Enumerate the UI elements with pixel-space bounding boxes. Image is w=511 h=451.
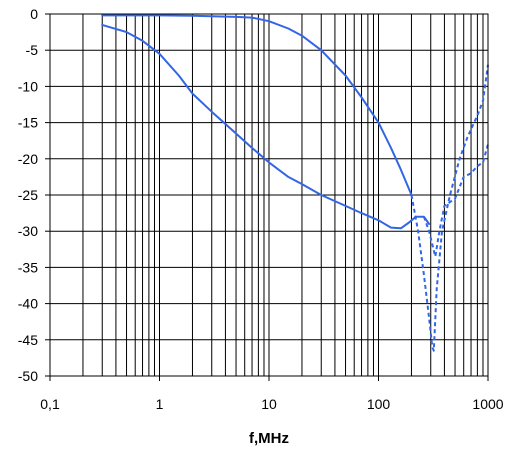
series-line-4-dashed	[422, 144, 489, 258]
y-tick-label: -10	[18, 78, 38, 94]
series-line-3-solid	[101, 23, 431, 230]
y-tick-label: -15	[18, 115, 38, 131]
x-tick-label: 100	[367, 396, 391, 412]
y-tick-label: -40	[18, 296, 38, 312]
x-tick-label: 1000	[472, 396, 503, 412]
series-group	[101, 14, 489, 352]
y-tick-label: 0	[30, 6, 38, 22]
axes: 0 -5 -10 -15 -20 -25 -30 -35 -40 -45 -500,1 1 10 100 1…	[18, 6, 504, 412]
x-tick-label: 10	[261, 396, 277, 412]
grid	[50, 14, 488, 376]
series-line-2-dashed	[410, 64, 489, 352]
x-tick-label: 0,1	[40, 396, 60, 412]
y-tick-label: -45	[18, 332, 38, 348]
y-tick-label: -25	[18, 187, 38, 203]
y-tick-label: -50	[18, 368, 38, 384]
x-axis-label: f,MHz	[249, 430, 289, 447]
y-tick-label: -30	[18, 223, 38, 239]
series-line-1-solid	[101, 14, 413, 196]
y-tick-label: -35	[18, 259, 38, 275]
y-tick-label: -20	[18, 151, 38, 167]
y-tick-label: -5	[26, 42, 39, 58]
x-tick-label: 1	[156, 396, 164, 412]
